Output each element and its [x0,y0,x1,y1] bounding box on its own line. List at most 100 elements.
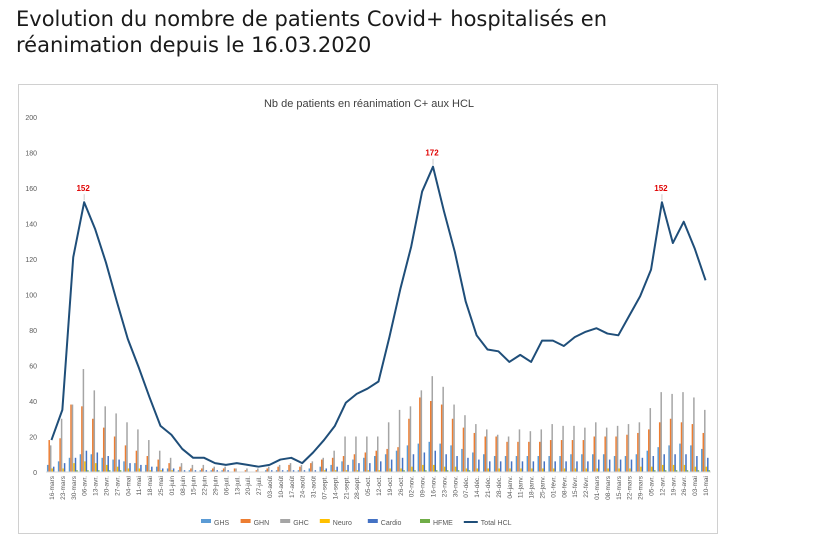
bar-ghs [635,454,638,472]
x-tick-label: 18-janv. [529,476,536,499]
x-tick-label: 22-févr. [583,476,590,498]
x-tick-label: 20-juil. [245,476,252,495]
bar-hfme [697,470,700,472]
bar-neuro [149,470,152,472]
bar-neuro [454,466,457,472]
bar-neuro [683,464,686,472]
bar-cardio [140,464,142,472]
bar-ghn [571,440,574,472]
bar-ghs [188,470,191,472]
bar-neuro [487,468,490,472]
x-tick-label: 19-oct. [387,476,394,496]
bar-ghn [70,404,72,472]
bar-ghs [275,470,278,472]
bar-ghc [486,429,488,472]
bar-ghs [559,456,561,472]
x-tick-label: 30-nov. [452,476,459,497]
bar-ghn [277,466,279,472]
y-tick-label: 180 [25,151,37,158]
bar-ghc [202,464,205,472]
bar-ghn [451,418,454,472]
bar-cardio [325,468,327,472]
bar-neuro [640,466,642,472]
bar-ghn [604,436,606,472]
bar-neuro [400,468,402,472]
bar-ghs [101,457,103,472]
bar-cardio [52,466,55,472]
bar-neuro [520,468,522,472]
x-tick-label: 21-sept. [343,476,350,500]
x-tick-label: 14-sept. [332,476,339,500]
x-tick-label: 25-mai [158,476,165,496]
bar-ghs [690,445,692,472]
bar-ghn [484,436,487,472]
bar-hfme [76,470,78,472]
x-tick-label: 01-mars [594,475,601,500]
x-tick-label: 12-oct. [376,476,383,496]
bar-ghn [146,456,149,472]
bar-ghc [671,393,673,472]
bar-ghc [464,415,466,472]
bar-ghs [483,454,485,472]
bar-cardio [347,464,349,472]
bar-ghc [169,457,172,472]
x-tick-label: 01-févr. [550,476,557,498]
bar-cardio [96,452,99,472]
legend-label: HFME [433,520,453,527]
bar-cardio [281,470,284,472]
bar-neuro [51,468,53,472]
bar-ghc [627,424,630,472]
x-tick-label: 20-avr. [103,476,110,496]
bar-hfme [654,470,656,472]
bar-cardio [227,470,229,472]
bar-ghn [615,436,617,472]
x-tick-label: 04-mai [125,476,132,496]
bar-ghs [548,456,550,472]
bar-ghc [257,468,259,472]
bar-ghn [648,429,650,472]
x-tick-label: 13-juil. [234,476,241,495]
x-tick-label: 08-févr. [561,476,568,498]
bar-cardio [74,457,77,472]
bar-ghc [224,466,226,472]
bar-neuro [552,468,555,472]
bar-ghs [613,456,616,472]
legend-swatch [367,519,378,523]
bar-neuro [585,468,588,472]
bar-ghn [473,432,476,472]
bar-ghc [704,409,706,472]
bar-cardio [543,461,546,472]
legend-swatch [319,519,330,523]
bar-ghc [191,464,194,472]
bar-ghs [46,464,49,472]
x-tick-label: 22-juin [202,476,209,496]
bar-ghc [104,406,106,472]
bar-cardio [696,456,698,472]
bar-ghc [442,386,444,472]
bar-cardio [707,457,709,472]
x-tick-label: 05-oct. [365,476,372,496]
y-tick-label: 40 [29,399,37,406]
chart-title: Nb de patients en réanimation C+ aux HCL [264,98,474,110]
y-tick-label: 120 [25,257,37,264]
bar-ghn [102,427,105,472]
bar-neuro [116,466,119,472]
bar-ghn [495,436,497,472]
x-tick-label: 30-mars [71,475,78,500]
bar-cardio [521,461,524,472]
y-tick-label: 80 [29,328,37,335]
bar-ghn [201,468,203,472]
bar-hfme [87,470,89,472]
x-tick-label: 16-nov. [431,476,438,497]
bar-ghs [297,470,300,472]
bar-cardio [532,461,535,472]
bar-ghs [428,441,431,472]
bar-ghs [679,443,681,472]
bar-ghs [395,450,398,472]
bar-ghc [551,424,553,472]
bar-ghn [222,468,225,472]
bar-ghc [71,404,74,472]
bar-cardio [412,454,415,472]
legend-swatch [420,519,430,523]
bar-ghs [330,464,332,472]
